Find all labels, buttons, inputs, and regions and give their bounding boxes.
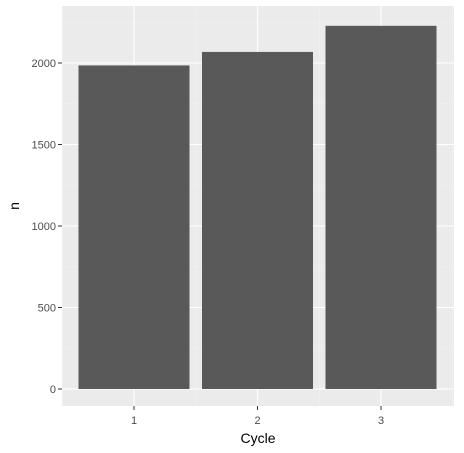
y-tick-label: 0	[50, 384, 56, 396]
x-tick-label: 3	[378, 415, 384, 427]
y-tick-label: 1000	[32, 221, 56, 233]
y-tick-label: 2000	[32, 58, 56, 70]
bar-cycle-1	[78, 65, 190, 389]
x-axis-title: Cycle	[240, 430, 275, 446]
x-tick-label: 2	[254, 415, 260, 427]
bars-group	[78, 25, 437, 390]
x-tick-label: 1	[131, 415, 137, 427]
y-tick-label: 500	[38, 303, 56, 315]
y-axis-title: n	[6, 202, 22, 210]
bar-cycle-3	[325, 25, 437, 390]
x-axis-ticks: 1 2 3	[131, 406, 384, 427]
y-axis-ticks: 0 500 1000 1500 2000	[32, 58, 62, 396]
bar-cycle-2	[202, 51, 313, 389]
y-tick-label: 1500	[32, 140, 56, 152]
